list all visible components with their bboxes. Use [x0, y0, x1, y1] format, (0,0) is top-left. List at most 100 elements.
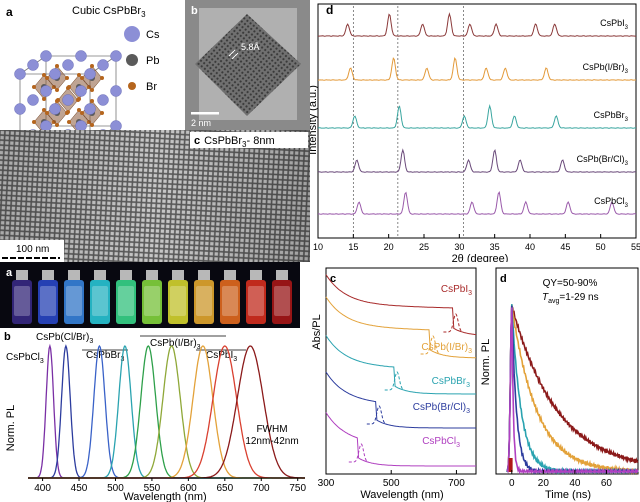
- cs-atom: [14, 103, 26, 115]
- cs-atom: [49, 68, 61, 80]
- scale-label: 100 nm: [16, 244, 49, 255]
- crystal-structure-panel: a Cubic CsPbBr3 Cs Pb Br: [0, 0, 185, 130]
- br-atom: [90, 99, 94, 103]
- composition-labels: CsPbI3 CsPb(I/Br)3 CsPbBr3 CsPb(Br/Cl)3 CsPb…: [413, 284, 472, 449]
- legend-label: Pb: [146, 55, 159, 67]
- hrtem-image: b 5.8Å 2 nm: [185, 0, 310, 130]
- br-atom: [32, 85, 36, 89]
- vial-glow: [274, 286, 290, 316]
- vial-row: [12, 270, 292, 324]
- fwhm-line2: 12nm-42nm: [245, 436, 298, 447]
- lattice-spacing: 5.8Å: [241, 42, 260, 52]
- y-axis-label: Abs/PL: [311, 314, 323, 349]
- tick-label: 45: [560, 242, 570, 252]
- vial: [246, 280, 266, 324]
- br-atom: [55, 64, 59, 68]
- scale-label: 2 nm: [191, 118, 211, 128]
- x-axis-label: Time (ns): [545, 489, 591, 501]
- plot-frame: [325, 267, 477, 475]
- cs-atom: [100, 129, 106, 130]
- xrd-pattern: [317, 12, 637, 37]
- plot-frame: [317, 3, 637, 239]
- tick-label: 500: [383, 478, 400, 489]
- svg-text:Tavg=1-29 ns: Tavg=1-29 ns: [542, 292, 599, 305]
- y-axis-label: Intensity (a.u.): [310, 85, 319, 155]
- legend-marker: [124, 26, 140, 42]
- cs-atom: [40, 50, 52, 62]
- x-ticks: 300 500 700: [318, 470, 465, 489]
- vial-cap: [224, 270, 236, 280]
- composition-label: CsPb(Cl/Br)3: [36, 332, 93, 345]
- panel-letter: d: [326, 3, 333, 17]
- cs-atom: [49, 103, 61, 115]
- vial-glow: [196, 286, 212, 316]
- tick-label: 750: [289, 483, 306, 494]
- irf-pulse: [508, 458, 513, 472]
- panel-letter: c: [194, 135, 200, 147]
- xrd-panel: d CsPbI3 CsPb(I/Br)3 CsPbBr3 CsPb(Br/Cl)3 Cs…: [310, 0, 640, 262]
- vial-cap: [94, 270, 106, 280]
- vials-photo: a: [6, 267, 292, 324]
- absorption-curve: [325, 296, 477, 359]
- y-axis-label: Norm. PL: [5, 405, 17, 451]
- pattern-label: CsPbCl3: [594, 196, 629, 209]
- cs-atom: [75, 85, 87, 97]
- br-atom: [32, 120, 36, 124]
- xrd-chart: d CsPbI3CsPb(I/Br)3CsPbBr3CsPb(Br/Cl)3Cs…: [310, 3, 640, 262]
- vial-cap: [198, 270, 210, 280]
- vial: [142, 280, 162, 324]
- pattern-label: CsPbBr3: [594, 110, 629, 123]
- vial-glow: [248, 286, 264, 316]
- tick-label: 40: [525, 242, 535, 252]
- br-atom: [42, 97, 46, 101]
- cs-atom: [27, 94, 39, 106]
- decay-panel: d QY=50-90% Tavg=1-29 ns 0 20 40 60 Time (n…: [480, 262, 640, 502]
- br-atom: [77, 108, 81, 112]
- pl-peak: [420, 335, 441, 355]
- panel-letter: a: [6, 5, 13, 19]
- vial-cap: [276, 270, 288, 280]
- vial-cap: [146, 270, 158, 280]
- pl-peak: [384, 371, 405, 391]
- cs-atom: [84, 103, 96, 115]
- cs-atom: [14, 68, 26, 80]
- tem-image: c CsPbBr3- 8nm 100 nm: [0, 130, 310, 262]
- composition-label: CsPb(I/Br)3: [150, 338, 201, 351]
- pl-spectra-panel: b CsPbCl3 CsPb(Cl/Br)3 CsPbBr3 CsPb(I/Br)3 C…: [0, 328, 310, 502]
- tick-label: 450: [71, 483, 88, 494]
- xrd-patterns: CsPbI3 CsPb(I/Br)3 CsPbBr3 CsPb(Br/Cl)3 CsPb…: [317, 12, 637, 215]
- x-ticks: 0 20 40 60: [509, 470, 612, 489]
- composition-label: CsPbCl3: [6, 352, 44, 365]
- xrd-pattern: [317, 56, 636, 81]
- composition-label: CsPb(Br/Cl)3: [413, 402, 470, 415]
- vial: [220, 280, 240, 324]
- br-atom: [77, 97, 81, 101]
- vial-cap: [16, 270, 28, 280]
- tick-label: 20: [538, 478, 550, 489]
- crystal-title: Cubic CsPbBr: [72, 5, 141, 17]
- br-atom: [67, 85, 71, 89]
- vial-cap: [68, 270, 80, 280]
- absorption-curve: [325, 371, 476, 429]
- vial: [194, 280, 214, 324]
- br-atom: [100, 76, 104, 80]
- decay-curve: [506, 304, 639, 475]
- decay-curves: [506, 304, 639, 476]
- vial: [38, 280, 58, 324]
- tem-panel: c CsPbBr3- 8nm 100 nm: [0, 130, 310, 262]
- pl-peak: [348, 443, 369, 463]
- pl-peak: [366, 405, 387, 425]
- cs-atom: [97, 94, 109, 106]
- absorption-curves: [325, 274, 477, 467]
- br-atom: [67, 120, 71, 124]
- tick-label: 650: [216, 483, 233, 494]
- tick-label: 55: [631, 242, 640, 252]
- vial-glow: [92, 286, 108, 316]
- nanocube-lattice: [195, 14, 301, 116]
- tick-label: 30: [454, 242, 464, 252]
- composition-label: CsPbBr3: [432, 376, 470, 389]
- cs-atom: [110, 120, 122, 130]
- pl-chart: b CsPbCl3CsPb(Cl/Br)3CsPbBr3CsPb(I/Br)3C…: [4, 331, 306, 502]
- br-atom: [65, 111, 69, 115]
